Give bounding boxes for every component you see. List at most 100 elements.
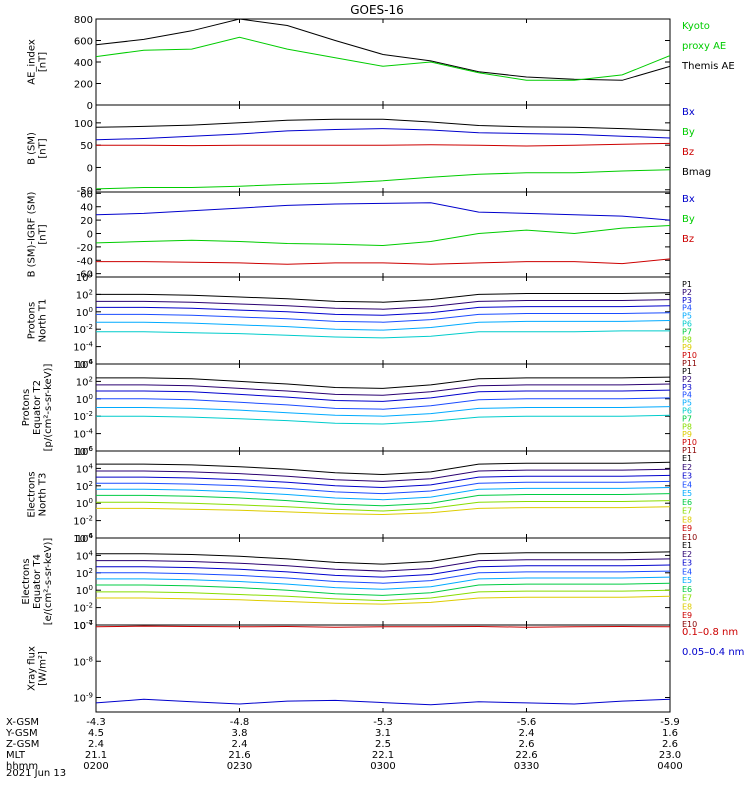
legend-entry: P6 — [682, 407, 692, 416]
legend-entry: P6 — [682, 320, 692, 329]
ephemeris-value: -5.3 — [373, 717, 393, 728]
y-tick-label: -20 — [77, 243, 93, 254]
legend-entry: P3 — [682, 296, 692, 305]
ephemeris-axis: X-GSMY-GSMZ-GSMMLThhmm-4.34.52.421.10200… — [5, 717, 683, 772]
legend-entry: P8 — [682, 422, 692, 431]
series-line-e3 — [96, 564, 670, 578]
legend-entry: Themis AE — [681, 61, 735, 72]
legend-entry: E4 — [682, 480, 692, 489]
series-line-p4 — [96, 397, 670, 410]
legend-entry: E2 — [682, 550, 692, 559]
legend-entry: Bz — [682, 234, 694, 245]
y-tick-label: 10-4 — [73, 428, 93, 441]
ephemeris-row-label: Y-GSM — [5, 728, 38, 739]
legend-entry: E3 — [682, 559, 692, 568]
ephemeris-value: 2.6 — [662, 739, 678, 750]
series-group — [96, 19, 670, 81]
series-line-0-1-0-8-nm — [96, 625, 670, 628]
ephemeris-value: 21.1 — [85, 750, 107, 761]
y-tick-label: 10-7 — [73, 619, 93, 632]
legend-entry: E1 — [682, 454, 692, 463]
ephemeris-value: 2.6 — [519, 739, 535, 750]
series-line-e4 — [96, 480, 670, 495]
y-axis-label: Equator T4 — [32, 554, 43, 609]
series-group — [96, 292, 670, 339]
y-tick-label: 0 — [87, 229, 93, 240]
y-axis-label: Electrons — [27, 471, 38, 517]
y-tick-label: 102 — [76, 567, 93, 580]
ephemeris-value: 22.1 — [372, 750, 394, 761]
y-tick-label: 100 — [76, 584, 93, 597]
y-tick-label: 10-2 — [73, 410, 93, 423]
series-line-e6 — [96, 493, 670, 507]
y-tick-label: 10-2 — [73, 515, 93, 528]
y-tick-label: -50 — [77, 186, 93, 197]
y-axis-label: [nT] — [38, 138, 49, 158]
legend-entry: P7 — [682, 327, 692, 336]
series-line-p3 — [96, 305, 670, 316]
ephemeris-value: 22.6 — [515, 750, 537, 761]
ephemeris-value: 0300 — [370, 761, 395, 772]
ephemeris-value: 4.5 — [88, 728, 104, 739]
series-line-p5 — [96, 406, 670, 417]
ephemeris-value: -5.6 — [517, 717, 537, 728]
y-tick-label: 10-9 — [73, 692, 93, 705]
y-axis-label: [p/(cm²-s-sr-keV)] — [43, 364, 54, 452]
date-label: 2021 Jun 13 — [6, 768, 66, 779]
y-axis-label: Protons — [27, 302, 38, 339]
ephemeris-value: 0230 — [227, 761, 252, 772]
series-line-p2 — [96, 299, 670, 310]
y-tick-label: 10-4 — [73, 341, 93, 354]
panel-frame — [95, 104, 671, 193]
panel-frame — [95, 624, 671, 713]
legend-entry: E10 — [682, 533, 697, 542]
legend-entry: E3 — [682, 472, 692, 481]
ephemeris-value: 3.8 — [232, 728, 248, 739]
y-tick-label: 800 — [74, 15, 93, 26]
legend-entry: P4 — [682, 391, 692, 400]
y-tick-label: 40 — [80, 203, 93, 214]
legend-entry: P9 — [682, 430, 692, 439]
y-tick-label: 104 — [76, 462, 94, 475]
legend-entry: By — [682, 214, 695, 225]
legend-entry: E6 — [682, 585, 692, 594]
panel-bsm: -50 0 50 100 B (SM) [nT] Bx By Bz Bmag — [27, 104, 711, 197]
legend-entry: Bmag — [682, 167, 711, 178]
series-line-e4 — [96, 570, 670, 584]
legend-entry: P11 — [682, 446, 697, 455]
series-group — [96, 118, 670, 190]
ephemeris-row-label: X-GSM — [6, 717, 39, 728]
ephemeris-value: 0330 — [514, 761, 539, 772]
y-tick-label: 100 — [74, 119, 93, 130]
legend-entry: proxy AE — [682, 41, 726, 52]
legend-entry: E1 — [682, 541, 692, 550]
series-line-e7 — [96, 589, 670, 602]
series-line-p1 — [96, 292, 670, 303]
ephemeris-row-label: MLT — [6, 750, 26, 761]
ephemeris-value: 2.5 — [375, 739, 391, 750]
panel-frame — [95, 18, 671, 106]
series-group — [96, 376, 670, 425]
panel-frame — [95, 191, 671, 278]
series-line-bx — [96, 128, 670, 141]
y-axis-label: [nT] — [38, 224, 49, 244]
series-line-e5 — [96, 487, 670, 501]
y-tick-label: 10-8 — [73, 655, 93, 668]
series-line-p2 — [96, 383, 670, 396]
y-tick-label: 10-2 — [73, 602, 93, 615]
y-tick-label: 10-2 — [73, 323, 93, 336]
series-line-by — [96, 169, 670, 190]
y-axis-label: North T3 — [38, 473, 49, 517]
series-line-e8 — [96, 506, 670, 516]
legend-entry: E7 — [682, 594, 692, 603]
y-axis-label: [W/m²] — [38, 651, 49, 686]
legend-entry: E9 — [682, 524, 692, 533]
y-axis-label: B (SM)-IGRF (SM) — [27, 192, 38, 278]
y-tick-label: 20 — [80, 216, 93, 227]
series-line-bz — [96, 258, 670, 265]
